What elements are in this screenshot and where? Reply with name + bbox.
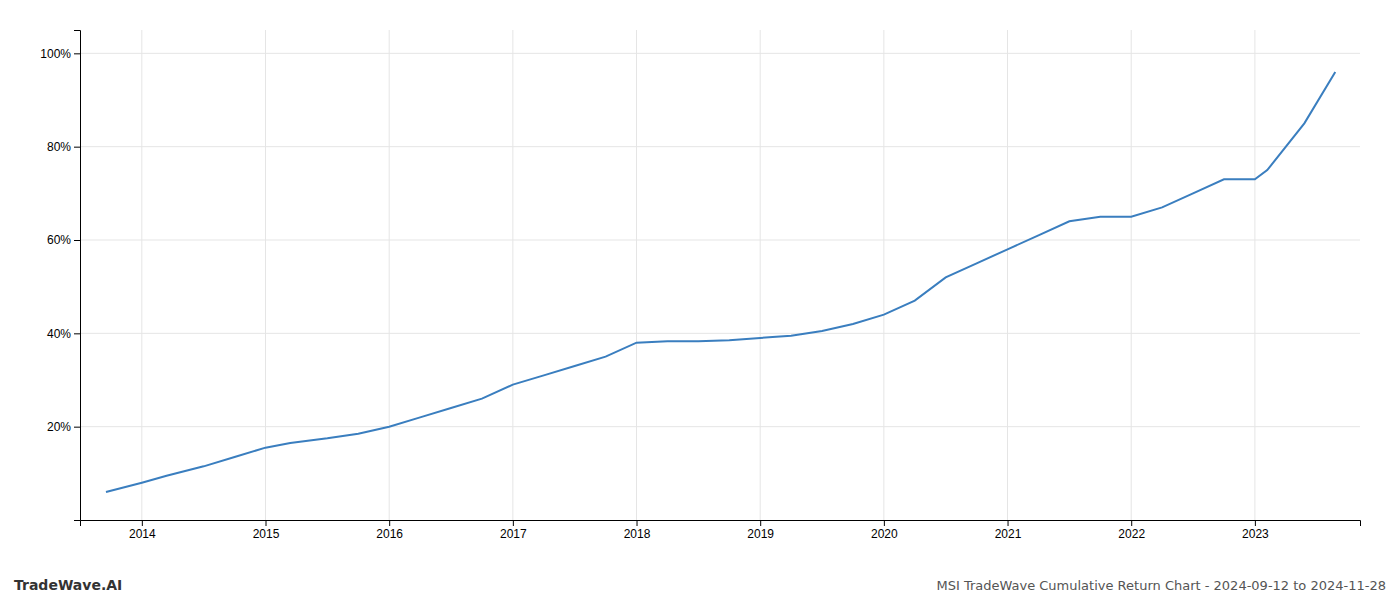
tick: 60% xyxy=(47,233,80,247)
tick-label: 60% xyxy=(47,233,71,247)
tick-label: 2019 xyxy=(747,527,774,541)
grid-line xyxy=(265,30,266,520)
grid-line xyxy=(512,30,513,520)
grid-line xyxy=(1254,30,1255,520)
tick-mark xyxy=(74,147,80,148)
tick-label: 80% xyxy=(47,140,71,154)
tick: 2023 xyxy=(1242,520,1269,541)
y-axis: 20% 40% 60% 80% 100% xyxy=(40,31,80,521)
grid-line xyxy=(389,30,390,520)
tick: 40% xyxy=(47,327,80,341)
chart: 2014 2015 2016 2017 2018 2019 2020 2021 2022 2023… xyxy=(0,0,1400,600)
tick-label: 2020 xyxy=(871,527,898,541)
tick: 20% xyxy=(47,420,80,434)
tick: 2020 xyxy=(871,520,898,541)
tick-mark xyxy=(637,520,638,526)
tick: 2021 xyxy=(995,520,1022,541)
plot: 2014 2015 2016 2017 2018 2019 2020 2021 2022 2023… xyxy=(40,30,1360,541)
tick-mark xyxy=(1131,520,1132,526)
tick-mark xyxy=(1008,520,1009,526)
tick-label: 2017 xyxy=(500,527,527,541)
grid xyxy=(80,30,1360,520)
tick-label: 2022 xyxy=(1118,527,1145,541)
tick-label: 100% xyxy=(40,47,71,61)
grid-line xyxy=(80,426,1360,427)
tick-mark xyxy=(74,53,80,54)
tick: 100% xyxy=(40,47,80,61)
grid-line xyxy=(1007,30,1008,520)
x-axis: 2014 2015 2016 2017 2018 2019 2020 2021 2022 2023 xyxy=(81,520,1361,541)
grid-line xyxy=(760,30,761,520)
axis-line xyxy=(81,521,1361,527)
tick-mark xyxy=(760,520,761,526)
grid-line xyxy=(1131,30,1132,520)
tick: 2015 xyxy=(253,520,280,541)
tick: 2018 xyxy=(624,520,651,541)
tick-label: 2023 xyxy=(1242,527,1269,541)
tick-label: 40% xyxy=(47,327,71,341)
tick: 2017 xyxy=(500,520,527,541)
grid-line xyxy=(80,53,1360,54)
tick: 2019 xyxy=(747,520,774,541)
line xyxy=(106,72,1335,492)
watermark: TradeWave.AI xyxy=(14,577,122,593)
tick: 2022 xyxy=(1118,520,1145,541)
tick-mark xyxy=(266,520,267,526)
tick-mark xyxy=(142,520,143,526)
tick: 2016 xyxy=(376,520,403,541)
grid-line xyxy=(80,240,1360,241)
axis-line xyxy=(74,31,81,521)
tick-mark xyxy=(884,520,885,526)
tick-mark xyxy=(74,333,80,334)
grid-line xyxy=(883,30,884,520)
tick-label: 2018 xyxy=(624,527,651,541)
tick-mark xyxy=(1255,520,1256,526)
tick-mark xyxy=(389,520,390,526)
tick: 2014 xyxy=(129,520,156,541)
grid-line xyxy=(80,333,1360,334)
tick-mark xyxy=(513,520,514,526)
tick-label: 2015 xyxy=(253,527,280,541)
tick: 80% xyxy=(47,140,80,154)
grid-line xyxy=(141,30,142,520)
tick-mark xyxy=(74,240,80,241)
tick-label: 2021 xyxy=(995,527,1022,541)
tick-label: 2014 xyxy=(129,527,156,541)
grid-line xyxy=(636,30,637,520)
tick-label: 20% xyxy=(47,420,71,434)
title: MSI TradeWave Cumulative Return Chart - … xyxy=(936,578,1386,593)
marks xyxy=(106,72,1335,492)
grid-line xyxy=(80,146,1360,147)
tick-mark xyxy=(74,427,80,428)
tick-label: 2016 xyxy=(376,527,403,541)
